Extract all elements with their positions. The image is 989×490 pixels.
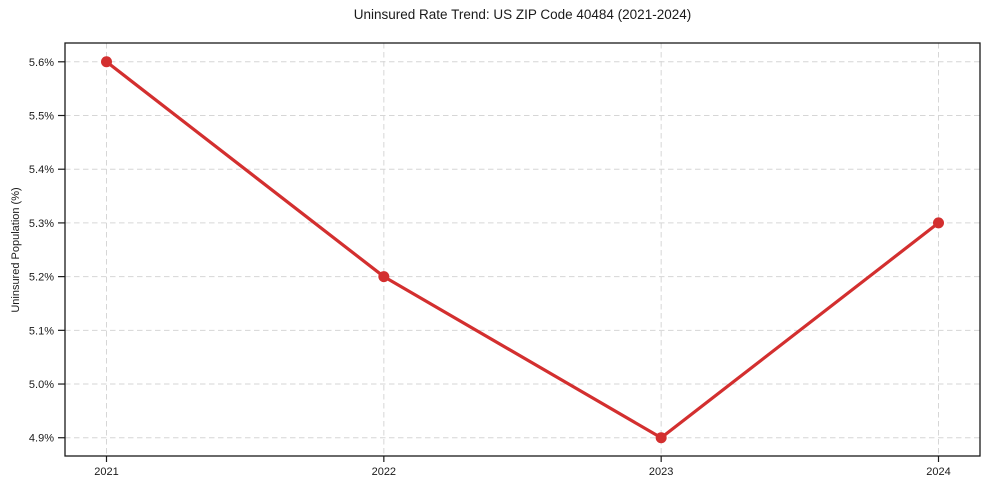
data-point [655,432,667,444]
y-tick-label: 5.6% [29,57,54,69]
trend-line [104,60,941,440]
y-tick-label: 5.0% [29,379,54,391]
data-point [933,217,944,229]
x-tick-label: 2024 [926,466,950,478]
chart-title: Uninsured Rate Trend: US ZIP Code 40484 … [353,7,692,22]
y-tick-label: 5.5% [29,111,54,123]
y-tick-label: 5.4% [29,164,54,176]
data-point [378,271,390,283]
y-tick-label: 5.1% [29,325,54,337]
data-point [101,56,112,68]
plot-border [64,42,981,457]
x-tick-label: 2022 [372,466,396,478]
x-tick-label: 2023 [649,466,673,478]
y-tick-label: 5.2% [29,272,54,284]
x-tick-label: 2021 [94,466,118,478]
y-tick-label: 4.9% [29,433,54,445]
y-tick-label: 5.3% [29,218,54,230]
